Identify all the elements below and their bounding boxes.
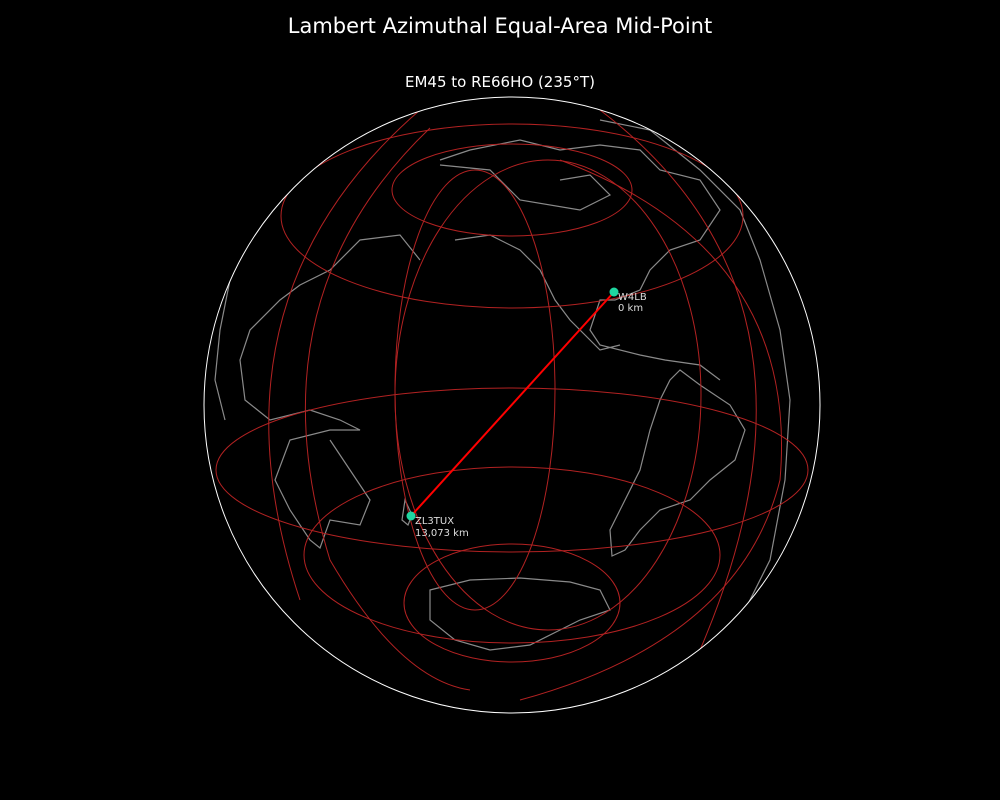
map-title: Lambert Azimuthal Equal-Area Mid-Point [287,14,713,38]
globe-edge [203,96,821,714]
station-marker-zl3tux[interactable] [406,511,416,521]
map-subtitle: EM45 to RE66HO (235°T) [405,73,595,91]
station-call-w4lb: W4LB [618,292,647,303]
station-call-zl3tux: ZL3TUX [415,516,454,527]
great-circle-path [410,291,615,517]
station-distance-zl3tux: 13,073 km [415,528,469,539]
station-marker-w4lb[interactable] [609,287,619,297]
coastlines [214,119,791,701]
graticule [215,109,809,701]
station-distance-w4lb: 0 km [618,303,643,314]
